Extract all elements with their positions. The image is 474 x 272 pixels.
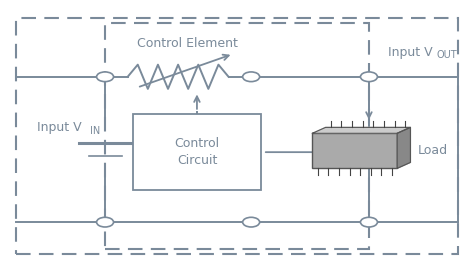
Circle shape [97, 72, 114, 82]
Circle shape [97, 217, 114, 227]
Circle shape [360, 217, 377, 227]
Text: Control
Circuit: Control Circuit [174, 137, 219, 167]
Text: Load: Load [418, 144, 447, 157]
Bar [16, 17, 458, 255]
Bar [312, 133, 397, 168]
Text: Input V: Input V [36, 121, 82, 134]
Circle shape [243, 217, 260, 227]
Text: OUT: OUT [437, 50, 457, 60]
Polygon shape [312, 127, 410, 133]
Circle shape [243, 72, 260, 82]
Text: Control Element: Control Element [137, 37, 238, 50]
Circle shape [360, 72, 377, 82]
Text: IN: IN [90, 126, 100, 136]
Polygon shape [397, 127, 410, 168]
Bar [133, 115, 261, 190]
Bar [105, 23, 369, 249]
Text: Input V: Input V [388, 46, 432, 59]
